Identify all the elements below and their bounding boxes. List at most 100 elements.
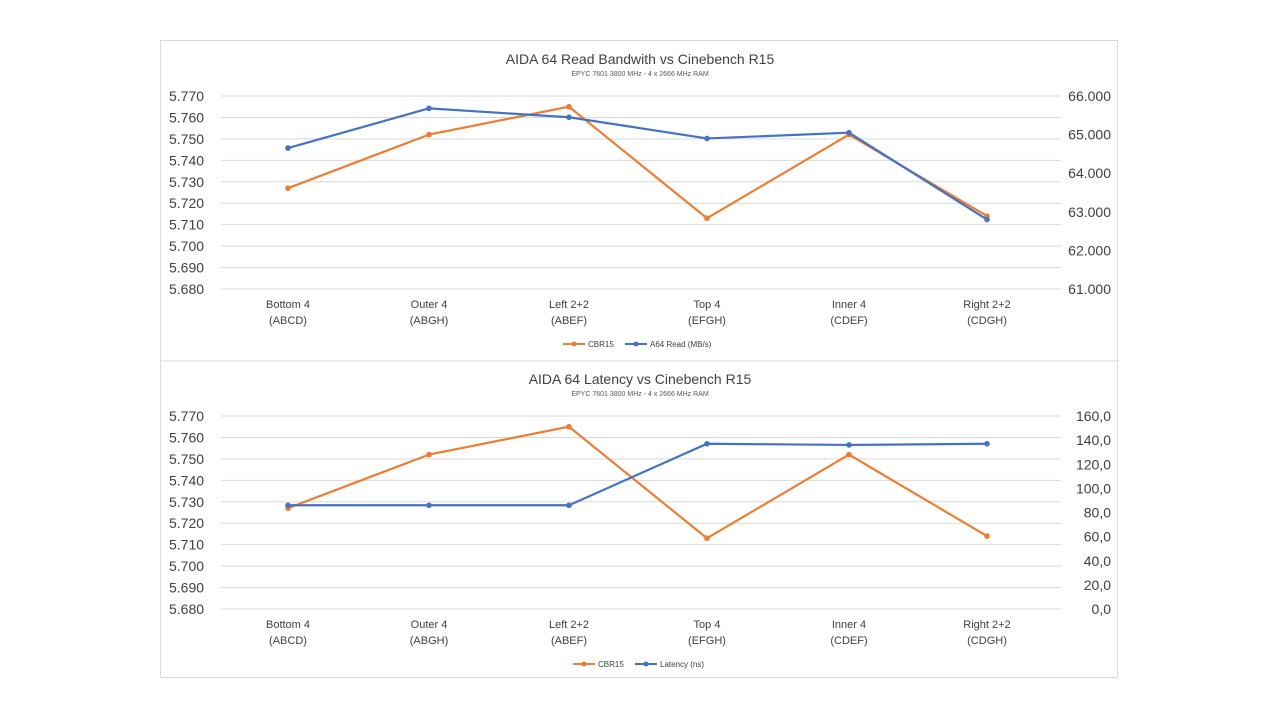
chart2-y-left-tick: 5.740 [169,472,204,488]
chart1-y-left-tick: 5.750 [169,131,204,147]
chart1-data-point [704,135,710,142]
chart1-x-tick-label: Inner 4 [832,299,866,311]
chart2-x-tick-label: (ABGH) [410,635,449,647]
chart2-y-right-tick: 100,0 [1076,480,1111,496]
chart1-data-point [566,103,572,110]
chart2-x-tick-label: (EFGH) [688,635,726,647]
chart2-x-tick-label: (ABCD) [269,635,307,647]
chart2-y-left-tick: 5.770 [169,408,204,424]
chart2-series-line [287,425,988,540]
chart2-y-left-tick: 5.730 [169,494,204,510]
chart2-data-point [285,502,291,509]
chart2-legend: CBR15 Latency (ns) [573,660,704,669]
chart1-data-point [704,215,710,222]
chart1-series-line [287,105,988,220]
chart2-y-right-tick: 0,0 [1092,601,1112,617]
chart1-y-left-tick: 5.690 [169,260,204,276]
chart1-series-line [287,107,988,221]
chart2-subtitle: EPYC 7601 3800 MHz - 4 x 2666 MHz RAM [571,391,709,398]
chart1-data-point [566,114,572,121]
chart1-y-right-tick: 61.000 [1068,281,1111,297]
charts-svg: AIDA 64 Read Bandwith vs Cinebench R15 EP… [161,51,1119,669]
chart2-y-left-tick: 5.760 [169,429,204,445]
chart2-y-right-tick: 140,0 [1076,432,1111,448]
chart2-y-left-tick: 5.710 [169,537,204,553]
chart1-data-point [426,105,432,112]
chart1-y-left-tick: 5.710 [169,217,204,233]
chart1-data-point [285,145,291,151]
chart2-data-point [984,440,990,447]
chart2-y-right-tick: 120,0 [1076,456,1111,472]
chart1-y-right-tick: 66.000 [1068,88,1111,104]
chart1-data-point [984,216,990,223]
chart1-title: AIDA 64 Read Bandwith vs Cinebench R15 [506,51,775,67]
chart1-y-right-tick: 64.000 [1068,165,1111,181]
chart2-x-tick-label: (CDGH) [967,635,1007,647]
chart1-legend-marker [633,341,639,347]
chart1-y-left-tick: 5.700 [169,238,204,254]
chart2-x-tick-label: Inner 4 [832,619,866,631]
chart1-data-point [426,131,432,138]
chart1-x-tick-label: Outer 4 [411,299,448,311]
chart-2: AIDA 64 Latency vs Cinebench R15 EPYC 760… [169,371,1111,669]
chart1-legend-label: A64 Read (MB/s) [650,340,712,349]
chart2-y-left-tick: 5.720 [169,515,204,531]
chart2-x-tick-label: Right 2+2 [963,619,1010,631]
chart2-data-point [846,442,852,448]
chart2-x-tick-label: Top 4 [694,619,721,631]
chart2-y-left-tick: 5.680 [169,601,204,617]
chart1-y-right-tick: 62.000 [1068,242,1111,258]
chart2-y-right-tick: 20,0 [1084,577,1111,593]
chart1-legend-label: CBR15 [588,340,614,349]
chart2-x-tick-label: Outer 4 [411,619,448,631]
chart1-x-tick-label: (ABCD) [269,315,307,327]
chart2-title: AIDA 64 Latency vs Cinebench R15 [529,371,752,387]
chart2-y-left-tick: 5.690 [169,580,204,596]
chart1-data-point [846,129,852,136]
chart1-x-tick-label: (ABGH) [410,315,449,327]
chart2-data-point [566,423,572,430]
chart1-x-tick-label: (CDGH) [967,315,1007,327]
chart1-legend-marker [571,341,577,347]
chart2-legend-marker [643,661,649,667]
chart1-y-right-tick: 65.000 [1068,127,1111,143]
chart2-legend-label: Latency (ns) [660,660,704,669]
chart1-y-left-tick: 5.680 [169,281,204,297]
chart1-x-tick-label: Bottom 4 [266,299,310,311]
chart2-y-left-tick: 5.700 [169,558,204,574]
chart2-legend-label: CBR15 [598,660,624,669]
chart2-y-right-tick: 80,0 [1084,505,1111,521]
charts-panel: AIDA 64 Read Bandwith vs Cinebench R15 EP… [160,40,1119,678]
chart1-y-right-tick: 63.000 [1068,204,1111,220]
chart1-y-left-tick: 5.720 [169,195,204,211]
chart1-y-left-tick: 5.770 [169,88,204,104]
chart2-data-point [704,440,710,447]
chart2-x-tick-label: (CDEF) [830,635,867,647]
chart2-x-tick-label: Left 2+2 [549,619,589,631]
chart2-data-point [846,451,852,458]
chart1-y-left-tick: 5.730 [169,174,204,190]
chart2-x-tick-label: Bottom 4 [266,619,310,631]
chart1-x-tick-label: (CDEF) [830,315,867,327]
chart1-x-tick-label: Left 2+2 [549,299,589,311]
chart1-y-left-tick: 5.740 [169,152,204,168]
chart2-legend-marker [581,661,587,667]
chart2-y-right-tick: 160,0 [1076,408,1111,424]
chart1-x-tick-label: Top 4 [694,299,721,311]
chart1-legend: CBR15 A64 Read (MB/s) [563,340,712,349]
chart2-data-point [704,535,710,542]
chart2-series-line [288,442,988,507]
chart2-data-point [426,502,432,509]
chart2-y-right-tick: 40,0 [1084,553,1111,569]
chart2-y-left-tick: 5.750 [169,451,204,467]
chart1-data-point [285,185,291,192]
chart1-x-tick-label: Right 2+2 [963,299,1010,311]
chart2-x-tick-label: (ABEF) [551,635,587,647]
chart2-y-right-tick: 60,0 [1084,529,1111,545]
chart1-x-tick-label: (EFGH) [688,315,726,327]
chart2-data-point [566,502,572,509]
chart2-data-point [984,533,990,539]
chart-1: AIDA 64 Read Bandwith vs Cinebench R15 EP… [169,51,1111,349]
chart1-x-tick-label: (ABEF) [551,315,587,327]
chart1-y-left-tick: 5.760 [169,109,204,125]
